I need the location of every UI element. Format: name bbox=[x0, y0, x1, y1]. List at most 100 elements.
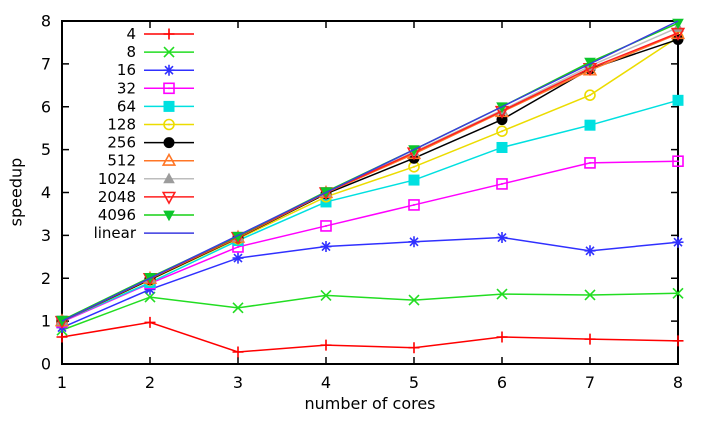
marker-center-dot bbox=[501, 130, 503, 133]
legend-label: 2048 bbox=[98, 188, 136, 206]
legend-entry-512: 512 bbox=[107, 152, 194, 170]
square-filled-marker-icon bbox=[496, 141, 508, 153]
circle-open-marker-icon bbox=[496, 125, 508, 137]
marker-center-dot bbox=[237, 245, 239, 248]
y-tick-label: 2 bbox=[41, 269, 51, 288]
series-line bbox=[61, 236, 679, 329]
plus-marker-icon bbox=[672, 335, 684, 347]
asterisk-marker-icon bbox=[496, 232, 508, 244]
series-line bbox=[61, 160, 679, 323]
cross-marker-icon bbox=[672, 287, 684, 299]
x-tick-label: 3 bbox=[233, 373, 243, 392]
legend-label: 32 bbox=[117, 79, 136, 97]
marker-center-dot bbox=[677, 160, 679, 163]
asterisk-marker-icon bbox=[320, 241, 332, 253]
square-open-marker-icon bbox=[163, 82, 175, 95]
plus-marker-icon bbox=[232, 346, 244, 358]
y-tick-label: 4 bbox=[41, 183, 51, 202]
cross-marker-icon bbox=[232, 302, 244, 314]
marker-center-dot bbox=[325, 224, 327, 227]
marker-center-dot bbox=[168, 195, 170, 198]
legend-label: 4096 bbox=[98, 206, 136, 224]
plus-marker-icon bbox=[144, 316, 156, 328]
legend-entry-64: 64 bbox=[117, 97, 194, 115]
marker-center-dot bbox=[677, 32, 679, 35]
cross-marker-icon bbox=[320, 289, 332, 301]
y-tick-label: 0 bbox=[41, 355, 51, 374]
y-tick-label: 8 bbox=[41, 12, 51, 31]
triangle-up-open-marker-icon bbox=[161, 152, 177, 166]
marker-center-dot bbox=[589, 94, 591, 97]
legend-label: 64 bbox=[117, 97, 136, 115]
asterisk-marker-icon bbox=[163, 64, 175, 76]
plus-marker-icon bbox=[496, 331, 508, 343]
asterisk-marker-icon bbox=[408, 236, 420, 248]
x-tick-label: 2 bbox=[145, 373, 155, 392]
triangle-up-filled-marker-icon bbox=[163, 172, 175, 184]
circle-open-marker-icon bbox=[584, 89, 596, 101]
cross-marker-icon bbox=[584, 289, 596, 301]
circle-filled-marker-icon bbox=[163, 137, 175, 149]
square-open-marker-icon bbox=[672, 155, 684, 168]
plus-marker-icon bbox=[408, 342, 420, 354]
plus-marker-icon bbox=[56, 331, 68, 343]
series-line bbox=[61, 292, 679, 331]
legend-label: 1024 bbox=[98, 170, 136, 188]
x-tick-label: 7 bbox=[585, 373, 595, 392]
y-tick-label: 5 bbox=[41, 140, 51, 159]
square-open-marker-icon bbox=[408, 199, 420, 211]
square-open-marker-icon bbox=[584, 157, 596, 169]
x-tick-label: 5 bbox=[409, 373, 419, 392]
cross-marker-icon bbox=[496, 288, 508, 300]
cross-marker-icon bbox=[163, 46, 175, 58]
cross-marker-icon bbox=[408, 294, 420, 306]
legend-entry-128: 128 bbox=[107, 116, 194, 134]
legend-label: 16 bbox=[117, 61, 136, 79]
series-8 bbox=[56, 287, 684, 336]
asterisk-marker-icon bbox=[672, 236, 684, 248]
x-tick-label: 6 bbox=[497, 373, 507, 392]
plot-border bbox=[61, 20, 679, 365]
series-16 bbox=[56, 232, 684, 334]
series-line bbox=[61, 321, 679, 353]
legend-label: 512 bbox=[107, 152, 136, 170]
x-tick-label: 4 bbox=[321, 373, 331, 392]
asterisk-marker-icon bbox=[144, 283, 156, 295]
y-axis: 0 1 2 3 4 5 6 7 8 bbox=[41, 12, 677, 374]
marker-center-dot bbox=[413, 203, 415, 206]
legend-entry-16: 16 bbox=[117, 61, 194, 79]
legend-entry-32: 32 bbox=[117, 79, 194, 97]
square-open-marker-icon bbox=[496, 178, 508, 190]
marker-center-dot bbox=[168, 123, 170, 126]
asterisk-marker-icon bbox=[232, 252, 244, 264]
square-filled-marker-icon bbox=[408, 174, 420, 186]
plus-marker-icon bbox=[584, 333, 596, 345]
legend-entry-256: 256 bbox=[107, 134, 194, 152]
legend-label: 256 bbox=[107, 134, 136, 152]
x-tick-label: 1 bbox=[57, 373, 67, 392]
circle-open-marker-icon bbox=[163, 118, 175, 131]
triangle-down-open-marker-icon bbox=[161, 191, 177, 205]
y-tick-label: 1 bbox=[41, 312, 51, 331]
plus-marker-icon bbox=[320, 339, 332, 351]
triangle-down-filled-marker-icon bbox=[163, 210, 175, 222]
y-tick-label: 7 bbox=[41, 54, 51, 73]
marker-center-dot bbox=[168, 87, 170, 90]
series-line bbox=[61, 99, 679, 322]
square-filled-marker-icon bbox=[672, 94, 684, 106]
marker-center-dot bbox=[589, 161, 591, 164]
legend-entry-4: 4 bbox=[126, 25, 194, 43]
square-filled-marker-icon bbox=[584, 119, 596, 131]
x-axis: 1 2 3 4 5 6 7 8 bbox=[57, 22, 683, 392]
legend-label: linear bbox=[94, 224, 137, 242]
legend-entry-2048: 2048 bbox=[98, 188, 194, 206]
series-line bbox=[61, 20, 679, 322]
legend-entry-4096: 4096 bbox=[98, 206, 194, 224]
triangle-down-filled-marker-icon bbox=[672, 18, 684, 30]
marker-center-dot bbox=[501, 182, 503, 185]
square-filled-marker-icon bbox=[163, 100, 175, 112]
series-linear bbox=[61, 20, 679, 322]
y-tick-label: 3 bbox=[41, 226, 51, 245]
